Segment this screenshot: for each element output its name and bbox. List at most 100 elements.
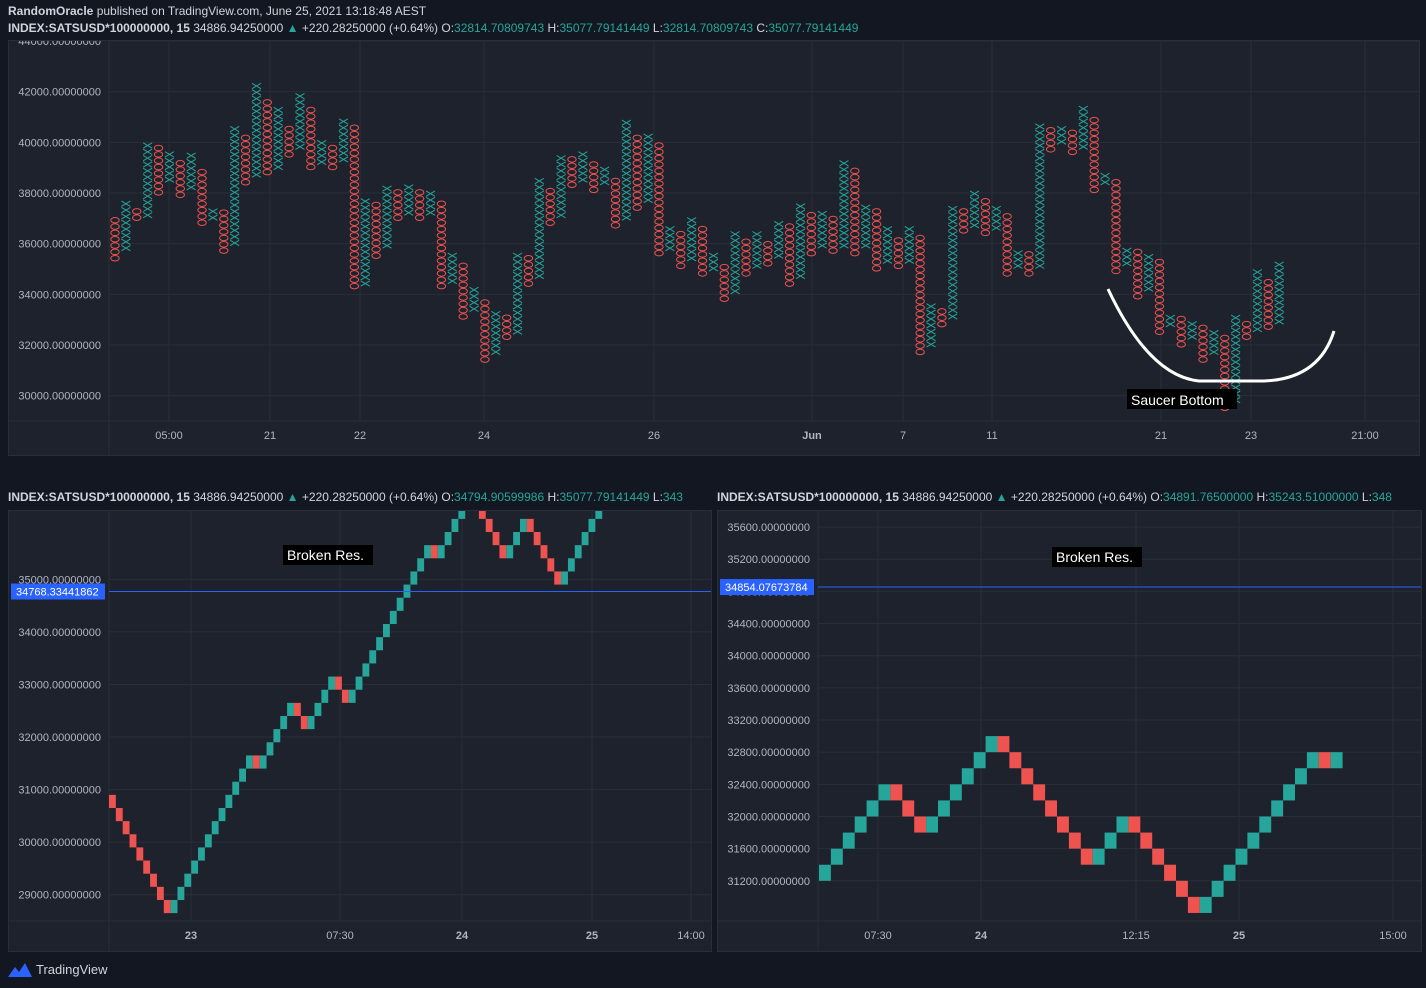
pnf-x-mark bbox=[578, 163, 588, 171]
pnf-x-mark bbox=[730, 250, 740, 257]
pnf-x-mark bbox=[991, 212, 1002, 219]
pnf-o-mark bbox=[632, 191, 642, 199]
pnf-x-mark bbox=[251, 82, 262, 90]
pnf-o-mark bbox=[1089, 148, 1099, 156]
pnf-o-mark bbox=[850, 186, 860, 194]
pnf-x-mark bbox=[251, 152, 262, 159]
pnf-o-column bbox=[545, 187, 555, 227]
pnf-o-mark bbox=[501, 333, 512, 341]
pnf-o-mark bbox=[1024, 270, 1034, 277]
pnf-x-mark bbox=[730, 237, 740, 244]
right-high-label: H: bbox=[1256, 490, 1269, 504]
pnf-o-mark bbox=[654, 205, 664, 213]
pnf-o-mark bbox=[545, 194, 555, 201]
price-line-tag bbox=[11, 583, 105, 600]
renko-up-brick bbox=[1295, 768, 1307, 785]
x-tick-label: 05:00 bbox=[155, 430, 183, 442]
pnf-x-mark bbox=[360, 248, 370, 255]
pnf-o-mark bbox=[240, 140, 251, 148]
pnf-o-mark bbox=[980, 216, 991, 224]
pnf-x-column bbox=[273, 106, 283, 171]
pnf-x-mark bbox=[1035, 262, 1045, 269]
symbol-title[interactable]: INDEX:SATSUSD*100000000, 15 bbox=[8, 21, 190, 35]
renko-up-brick bbox=[985, 736, 998, 753]
pnf-x-mark bbox=[142, 142, 153, 149]
pnf-x-mark bbox=[469, 305, 479, 312]
renko-up-brick bbox=[389, 610, 397, 625]
pnf-x-mark bbox=[512, 277, 523, 285]
pnf-o-mark bbox=[349, 263, 360, 271]
pnf-o-mark bbox=[545, 187, 555, 195]
pnf-o-mark bbox=[871, 208, 882, 215]
pnf-x-mark bbox=[839, 179, 849, 186]
pnf-x-mark bbox=[251, 146, 262, 153]
renko-right-chart[interactable]: 35600.0000000035200.0000000034800.000000… bbox=[718, 511, 1421, 951]
left-symbol-title[interactable]: INDEX:SATSUSD*100000000, 15 bbox=[8, 490, 190, 504]
pnf-x-column bbox=[186, 152, 196, 191]
pnf-x-mark bbox=[273, 125, 283, 133]
up-triangle-icon: ▲ bbox=[995, 490, 1008, 504]
pnf-o-mark bbox=[980, 210, 991, 218]
pnf-x-mark bbox=[839, 198, 849, 205]
pnf-x-column bbox=[251, 82, 262, 178]
pnf-x-mark bbox=[229, 208, 240, 215]
y-tick-label: 33000.00000000 bbox=[18, 679, 101, 691]
pnf-x-column bbox=[534, 177, 545, 280]
pnf-x-mark bbox=[273, 138, 283, 145]
pnf-o-mark bbox=[1133, 273, 1143, 281]
pnf-x-mark bbox=[534, 177, 545, 185]
pnf-x-mark bbox=[382, 198, 392, 205]
pnf-chart[interactable]: 44000.00000000 42000.00000000 40000.000000… bbox=[9, 41, 1419, 455]
pnf-x-mark bbox=[860, 210, 871, 217]
renko-up-brick bbox=[1199, 896, 1212, 913]
pnf-o-mark bbox=[110, 229, 120, 237]
pnf-x-mark bbox=[686, 248, 697, 255]
pnf-o-mark bbox=[1241, 333, 1252, 341]
pnf-o-mark bbox=[980, 204, 991, 211]
pnf-o-mark bbox=[850, 192, 860, 200]
price-line-tag bbox=[720, 579, 814, 596]
x-tick-label: 25 bbox=[1233, 930, 1245, 942]
right-symbol-title[interactable]: INDEX:SATSUSD*100000000, 15 bbox=[717, 490, 899, 504]
pnf-x-column bbox=[1035, 123, 1045, 269]
renko-right-pane[interactable]: 35600.0000000035200.0000000034800.000000… bbox=[717, 510, 1422, 952]
pnf-o-mark bbox=[697, 263, 708, 271]
renko-up-brick bbox=[369, 650, 377, 664]
renko-up-brick bbox=[458, 511, 466, 519]
pnf-o-mark bbox=[784, 235, 795, 243]
renko-up-brick bbox=[417, 558, 425, 572]
renko-left-chart[interactable]: 35000.00000000 34000.00000000 33000.000000… bbox=[9, 511, 711, 951]
pnf-x-mark bbox=[1252, 319, 1263, 326]
renko-down-brick bbox=[1009, 752, 1022, 769]
pnf-x-mark bbox=[773, 220, 784, 228]
y-tick-label: 31200.00000000 bbox=[727, 876, 810, 888]
pnf-x-mark bbox=[316, 152, 327, 159]
pnf-o-mark bbox=[654, 249, 664, 257]
pnf-o-mark bbox=[915, 285, 925, 292]
pnf-x-mark bbox=[229, 189, 240, 196]
pnf-o-mark bbox=[240, 159, 251, 167]
brand[interactable]: TradingView bbox=[8, 962, 108, 977]
pnf-o-mark bbox=[937, 308, 947, 315]
pnf-chart-pane[interactable]: 44000.00000000 42000.00000000 40000.000000… bbox=[8, 40, 1420, 456]
author-name[interactable]: RandomOracle bbox=[8, 4, 94, 18]
pnf-x-mark bbox=[1274, 305, 1284, 312]
pnf-x-mark bbox=[229, 151, 240, 158]
pnf-x-mark bbox=[948, 281, 958, 288]
pnf-x-mark bbox=[795, 253, 806, 261]
pnf-x-mark bbox=[556, 155, 566, 162]
pnf-o-mark bbox=[676, 237, 686, 244]
pnf-x-mark bbox=[817, 217, 827, 224]
pnf-o-mark bbox=[349, 162, 360, 170]
pnf-o-mark bbox=[240, 178, 251, 186]
pnf-o-mark bbox=[1089, 173, 1099, 181]
pnf-x-mark bbox=[1035, 243, 1045, 250]
pnf-x-mark bbox=[404, 190, 414, 197]
pnf-x-mark bbox=[229, 233, 240, 240]
pnf-o-mark bbox=[219, 228, 229, 235]
renko-left-pane[interactable]: 35000.00000000 34000.00000000 33000.000000… bbox=[8, 510, 712, 952]
pnf-o-mark bbox=[850, 230, 860, 238]
pnf-o-mark bbox=[501, 314, 512, 322]
pnf-o-mark bbox=[654, 173, 664, 181]
renko-up-brick bbox=[451, 518, 459, 533]
